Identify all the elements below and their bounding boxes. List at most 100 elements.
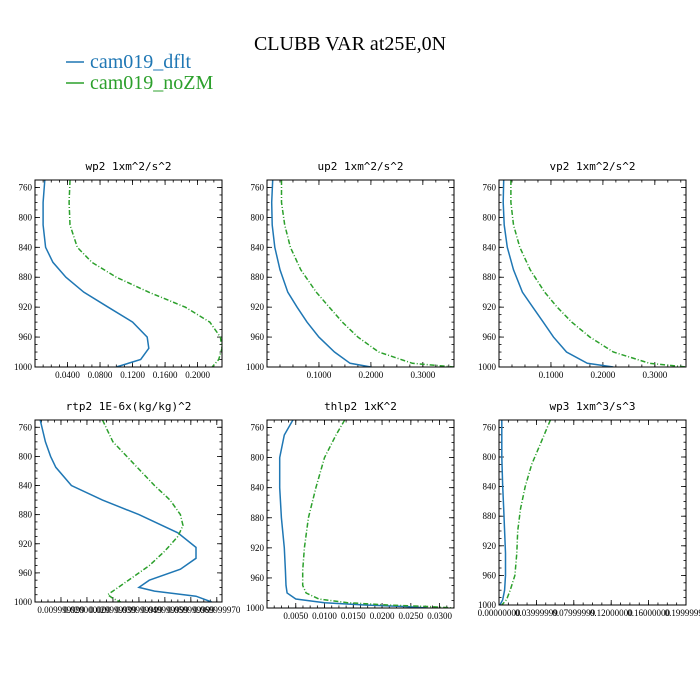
y-tick-label: 960 xyxy=(483,570,497,580)
x-tick-label: 0.0800 xyxy=(88,370,113,380)
y-tick-label: 840 xyxy=(251,242,265,252)
y-tick-label: 1000 xyxy=(246,362,265,372)
y-tick-label: 760 xyxy=(251,182,265,192)
y-tick-label: 760 xyxy=(251,423,265,433)
plot-frame xyxy=(498,179,687,368)
x-tick-label: 0.12000000 xyxy=(590,608,633,618)
panel-title: rtp2 1E-6x(kg/kg)^2 xyxy=(66,400,192,413)
y-tick-label: 800 xyxy=(483,212,497,222)
panel-title: up2 1xm^2/s^2 xyxy=(317,160,403,173)
y-tick-label: 920 xyxy=(483,302,497,312)
x-tick-label: 0.00000000 xyxy=(478,608,521,618)
x-tick-label: 0.03999999 xyxy=(515,608,558,618)
panel-6: wp3 1xm^3/s^3 760 800 840 880 920 960 10000.000… xyxy=(478,400,700,618)
x-tick-label: 0.3000 xyxy=(410,370,435,380)
y-tick-label: 800 xyxy=(251,453,265,463)
x-tick-label: 0.2000 xyxy=(591,370,616,380)
y-tick-label: 880 xyxy=(19,510,33,520)
plot-frame xyxy=(266,179,455,368)
y-tick-label: 960 xyxy=(19,332,33,342)
panel-title: vp2 1xm^2/s^2 xyxy=(549,160,635,173)
panel-title: wp2 1xm^2/s^2 xyxy=(85,160,171,173)
x-tick-label: 0.0150 xyxy=(341,611,366,621)
y-tick-label: 840 xyxy=(251,483,265,493)
plot-frame xyxy=(34,419,223,603)
x-tick-label: 0.16000000 xyxy=(627,608,670,618)
plot-frame xyxy=(498,419,687,606)
y-tick-label: 1000 xyxy=(478,600,497,610)
panel-3: vp2 1xm^2/s^2 760 800 840 880 920 960 1000 0.100… xyxy=(478,160,687,380)
x-tick-label: 0.1200 xyxy=(120,370,145,380)
y-tick-label: 880 xyxy=(251,272,265,282)
x-tick-label: 0.0250 xyxy=(398,611,423,621)
y-tick-label: 760 xyxy=(19,422,33,432)
legend-label-cam019_noZM: cam019_noZM xyxy=(90,72,214,94)
plot-frame xyxy=(266,419,455,609)
x-tick-label: 0.069999970 xyxy=(193,605,241,615)
panel-title: wp3 1xm^3/s^3 xyxy=(549,400,635,413)
series-line-cam019_noZM xyxy=(280,180,454,367)
x-tick-label: 0.19999999 xyxy=(665,608,700,618)
panel-1: wp2 1xm^2/s^2 760 800 840 880 920 960 1000 0.040… xyxy=(14,160,223,380)
x-tick-label: 0.1000 xyxy=(307,370,332,380)
x-tick-label: 0.020000000 xyxy=(63,605,111,615)
y-tick-label: 880 xyxy=(483,272,497,282)
y-tick-label: 1000 xyxy=(246,603,265,613)
y-tick-label: 960 xyxy=(19,568,33,578)
y-tick-label: 760 xyxy=(483,182,497,192)
x-tick-label: 0.009999999 xyxy=(37,605,85,615)
figure-title: CLUBB VAR at25E,0N xyxy=(254,33,446,55)
panel-4: rtp2 1E-6x(kg/kg)^2 760 800 840 880 920 960 100… xyxy=(14,400,241,615)
panel-2: up2 1xm^2/s^2 760 800 840 880 920 960 1000 0.100… xyxy=(246,160,455,380)
y-tick-label: 960 xyxy=(483,332,497,342)
x-tick-label: 0.059999999 xyxy=(167,605,215,615)
series-line-cam019_dflt xyxy=(39,420,212,602)
panel-5: thlp2 1xK^2 760 800 840 880 920 960 1000 0.0050 0… xyxy=(246,400,455,621)
x-tick-label: 0.039999999 xyxy=(115,605,163,615)
series-line-cam019_dflt xyxy=(42,180,150,367)
series-line-cam019_noZM xyxy=(301,420,454,608)
chart-panels: wp2 1xm^2/s^2 760 800 840 880 920 960 1000 0.040… xyxy=(14,160,700,621)
series-line-cam019_dflt xyxy=(278,420,429,608)
y-tick-label: 920 xyxy=(251,543,265,553)
x-tick-label: 0.0300 xyxy=(427,611,452,621)
x-tick-label: 0.1600 xyxy=(153,370,178,380)
y-tick-label: 920 xyxy=(251,302,265,312)
x-tick-label: 0.3000 xyxy=(642,370,667,380)
series-line-cam019_dflt xyxy=(502,180,614,367)
y-tick-label: 880 xyxy=(251,513,265,523)
x-tick-label: 0.2000 xyxy=(359,370,384,380)
y-tick-label: 840 xyxy=(19,481,33,491)
y-tick-label: 960 xyxy=(251,332,265,342)
x-tick-label: 0.0050 xyxy=(283,611,308,621)
series-line-cam019_noZM xyxy=(510,180,686,367)
y-tick-label: 760 xyxy=(19,182,33,192)
plot-frame xyxy=(34,179,223,368)
x-tick-label: 0.07999999 xyxy=(552,608,595,618)
series-line-cam019_noZM xyxy=(501,420,552,605)
y-tick-label: 880 xyxy=(19,272,33,282)
x-tick-label: 0.0200 xyxy=(370,611,395,621)
y-tick-label: 800 xyxy=(19,212,33,222)
y-tick-label: 760 xyxy=(483,422,497,432)
y-tick-label: 1000 xyxy=(478,362,497,372)
y-tick-label: 800 xyxy=(19,451,33,461)
series-line-cam019_dflt xyxy=(270,180,372,367)
x-tick-label: 0.029999999 xyxy=(89,605,137,615)
series-line-cam019_dflt xyxy=(499,420,507,605)
x-tick-label: 0.1000 xyxy=(539,370,564,380)
y-tick-label: 920 xyxy=(19,302,33,312)
y-tick-label: 800 xyxy=(483,452,497,462)
y-tick-label: 840 xyxy=(19,242,33,252)
x-tick-label: 0.0100 xyxy=(312,611,337,621)
legend-label-cam019_dflt: cam019_dflt xyxy=(90,51,192,73)
y-tick-label: 1000 xyxy=(14,597,33,607)
y-tick-label: 840 xyxy=(483,242,497,252)
panel-title: thlp2 1xK^2 xyxy=(324,400,397,413)
y-tick-label: 920 xyxy=(19,539,33,549)
y-tick-label: 1000 xyxy=(14,362,33,372)
y-tick-label: 920 xyxy=(483,541,497,551)
x-tick-label: 0.0400 xyxy=(55,370,80,380)
